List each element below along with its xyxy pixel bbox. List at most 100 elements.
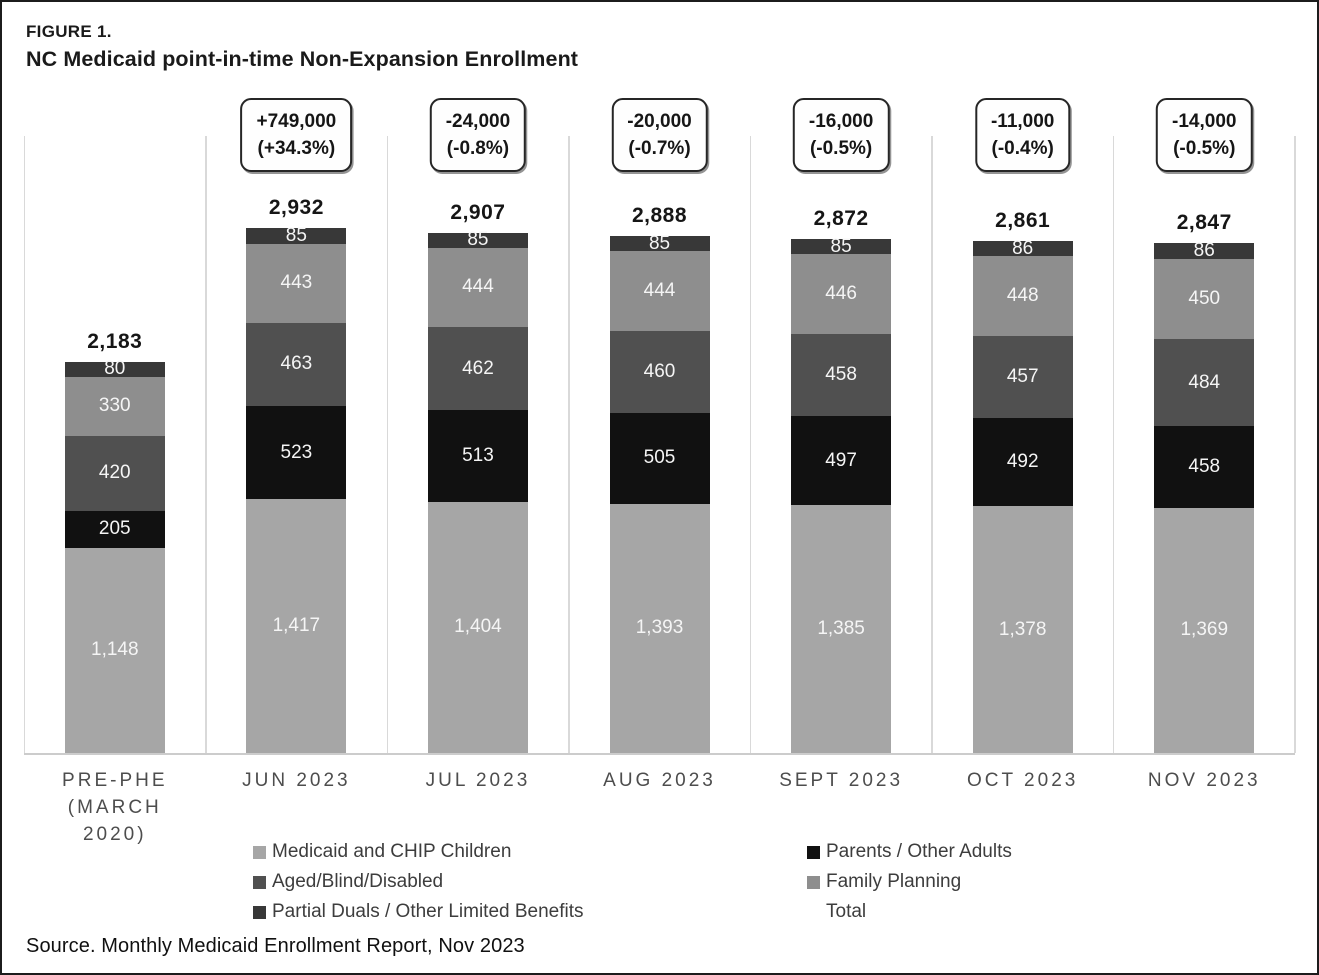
bar-segment: 444	[427, 247, 528, 328]
source-note: Source. Monthly Medicaid Enrollment Repo…	[26, 935, 525, 957]
bar-total-label: 2,872	[813, 207, 869, 231]
legend-column-left: Medicaid and CHIP Children Aged/Blind/Dis…	[253, 841, 584, 931]
bar-segment: 463	[246, 322, 347, 406]
change-percent: (-0.8%)	[446, 138, 510, 159]
bar-total-label: 2,888	[631, 204, 688, 228]
legend-item: Total	[807, 901, 1012, 923]
bar-segment: 205	[64, 510, 165, 548]
bar-segment: 460	[609, 330, 710, 414]
chart-column: -20,000 (-0.7%) 2,888 85 444 460 505 1,393	[568, 98, 751, 753]
bar-segment: 86	[1154, 241, 1255, 260]
legend-swatch-icon	[807, 845, 820, 859]
legend-item: Partial Duals / Other Limited Benefits	[253, 901, 584, 923]
x-axis-category-label: JUN 2023	[242, 770, 351, 791]
x-axis-category-label: NOV 2023	[1147, 770, 1261, 791]
legend-swatch-spacer	[807, 906, 820, 919]
bar-segment: 523	[246, 405, 347, 500]
bar-segment: 1,369	[1154, 507, 1255, 753]
bar-total-label: 2,847	[1176, 211, 1232, 235]
bar-segment: 513	[427, 409, 528, 502]
plot-area: 2,183 80 330 420 205 1,148 +749,000 (+34.3%) 2,9…	[23, 98, 1296, 755]
stacked-bar: 85 446 458 497 1,385	[791, 237, 892, 753]
legend-swatch-icon	[807, 875, 820, 889]
bar-segment: 1,417	[246, 499, 347, 753]
change-callout: +749,000 (+34.3%)	[240, 98, 353, 172]
legend-swatch-icon	[253, 905, 266, 919]
stacked-bar: 86 448 457 492 1,378	[972, 238, 1073, 753]
bar-segment: 86	[972, 238, 1073, 258]
bar-total-label: 2,861	[995, 208, 1051, 232]
change-callout: -14,000 (-0.5%)	[1156, 98, 1253, 172]
chart-column: +749,000 (+34.3%) 2,932 85 443 463 523 1,417	[205, 98, 388, 753]
x-axis-category-label: SEPT 2023	[779, 770, 904, 791]
bar-total-label: 2,932	[268, 196, 324, 220]
change-percent: (+34.3%)	[257, 138, 336, 159]
legend-item: Parents / Other Adults	[807, 841, 1012, 863]
bar-segment: 1,385	[791, 505, 892, 753]
legend-item: Medicaid and CHIP Children	[253, 841, 584, 863]
x-axis-category-label: OCT 2023	[967, 770, 1079, 791]
bar-segment: 80	[64, 359, 165, 379]
change-amount: -11,000	[990, 111, 1055, 132]
bar-segment: 446	[791, 254, 892, 335]
chart-column: 2,183 80 330 420 205 1,148	[23, 98, 206, 753]
bar-segment: 497	[791, 416, 892, 506]
bar-segment: 420	[64, 435, 165, 511]
bar-segment: 85	[791, 237, 892, 256]
bar-total-label: 2,907	[450, 200, 506, 224]
change-percent: (-0.5%)	[1173, 138, 1236, 159]
bar-segment: 85	[609, 234, 710, 253]
legend-column-right: Parents / Other Adults Family Planning Tot…	[807, 841, 1012, 931]
change-callout: -11,000 (-0.4%)	[974, 98, 1071, 172]
legend-swatch-icon	[253, 845, 266, 859]
bar-segment: 330	[64, 376, 165, 436]
x-axis-category-label: JUL 2023	[425, 770, 531, 791]
bar-segment: 462	[427, 327, 528, 410]
legend-label: Partial Duals / Other Limited Benefits	[272, 901, 584, 922]
legend-label: Aged/Blind/Disabled	[272, 871, 444, 892]
bar-segment: 1,393	[609, 503, 710, 753]
bar-segment: 1,148	[64, 547, 165, 753]
bar-segment: 1,404	[427, 501, 528, 753]
legend-swatch-icon	[253, 875, 266, 889]
figure-label: FIGURE 1.	[26, 22, 112, 41]
legend-label: Medicaid and CHIP Children	[272, 841, 512, 862]
chart-column: -16,000 (-0.5%) 2,872 85 446 458 497 1,385	[749, 98, 932, 753]
bar-segment: 505	[609, 413, 710, 504]
chart-column: -11,000 (-0.4%) 2,861 86 448 457 492 1,378	[931, 98, 1114, 753]
legend-label: Total	[826, 901, 867, 922]
x-axis-labels: PRE-PHE (MARCH 2020) JUN 2023 JUL 2023 AUG 20…	[24, 755, 1295, 848]
stacked-bar: 85 444 460 505 1,393	[609, 234, 710, 753]
chart-column: -24,000 (-0.8%) 2,907 85 444 462 513 1,404	[386, 98, 569, 753]
stacked-bar: 85 444 462 513 1,404	[427, 230, 528, 753]
x-axis-category-label: AUG 2023	[603, 770, 716, 791]
bar-segment: 448	[972, 256, 1073, 337]
change-amount: -16,000	[808, 111, 874, 132]
change-callout: -20,000 (-0.7%)	[611, 98, 708, 172]
bar-segment: 458	[1154, 425, 1255, 508]
chart-column: -14,000 (-0.5%) 2,847 86 450 484 458 1,369	[1112, 98, 1295, 753]
bar-segment: 1,378	[972, 506, 1073, 753]
stacked-bar: 86 450 484 458 1,369	[1154, 241, 1255, 753]
x-axis-category-label: PRE-PHE (MARCH 2020)	[62, 770, 168, 845]
bar-segment: 492	[972, 418, 1073, 507]
bar-segment: 85	[427, 230, 528, 249]
bar-segment: 484	[1154, 339, 1255, 426]
change-percent: (-0.4%)	[991, 138, 1054, 159]
bar-segment: 85	[246, 226, 347, 245]
change-callout: -16,000 (-0.5%)	[792, 98, 890, 172]
change-percent: (-0.5%)	[809, 138, 873, 159]
stacked-bar: 85 443 463 523 1,417	[246, 226, 347, 753]
bar-segment: 457	[972, 336, 1073, 419]
legend-label: Parents / Other Adults	[826, 841, 1012, 862]
bar-segment: 458	[791, 334, 892, 417]
change-amount: +749,000	[256, 111, 337, 132]
legend-item: Family Planning	[807, 871, 1012, 893]
page-title: NC Medicaid point-in-time Non-Expansion …	[26, 47, 579, 71]
change-amount: -20,000	[627, 111, 692, 132]
bar-total-label: 2,183	[87, 330, 143, 354]
change-amount: -14,000	[1172, 111, 1237, 132]
change-amount: -24,000	[445, 111, 511, 132]
bar-segment: 444	[609, 251, 710, 331]
